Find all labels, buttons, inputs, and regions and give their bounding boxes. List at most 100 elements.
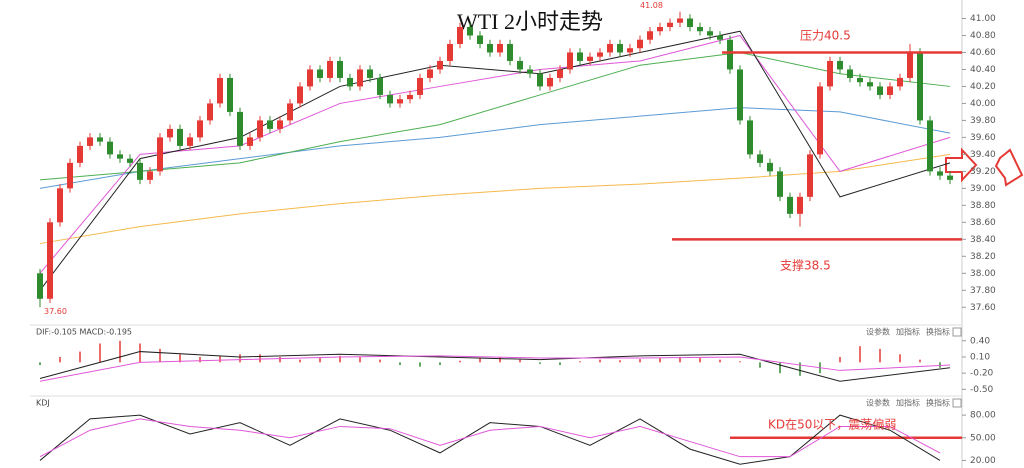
toolbar-button[interactable]: 设参数 [866, 398, 890, 408]
candle-body [207, 103, 213, 121]
candle-body [237, 111, 243, 146]
candle-body [147, 171, 153, 180]
extreme-label: 41.08 [640, 1, 663, 10]
candle-body [277, 120, 283, 129]
candle-body [357, 69, 363, 87]
indicator-line [39, 355, 951, 382]
candle-body [47, 222, 53, 299]
candle-body [67, 162, 73, 189]
annotation: KD在50以下，震荡偏弱 [768, 417, 896, 432]
toolbar-button[interactable]: 换指标 [926, 327, 950, 337]
candle-body [897, 77, 903, 87]
y-tick-label: 20.00 [970, 456, 996, 466]
candle-body [887, 86, 893, 95]
candle-body [567, 52, 573, 70]
candle-body [317, 69, 323, 78]
candle-body [927, 120, 933, 172]
candle-body [587, 56, 593, 61]
toolbar-button[interactable]: 加指标 [896, 327, 920, 337]
y-tick-label: 38.60 [970, 218, 996, 228]
y-tick-label: 0.10 [970, 352, 990, 362]
candle-body [437, 60, 443, 70]
candle-body [407, 94, 413, 100]
candle-body [757, 154, 763, 163]
candle-body [467, 26, 473, 36]
candle-body [337, 60, 343, 78]
candle-body [417, 77, 423, 95]
candle-body [847, 69, 853, 78]
indicator-line [39, 34, 951, 274]
toolbar-button[interactable]: 换指标 [926, 398, 950, 408]
indicator-line [39, 51, 951, 181]
candle-body [507, 43, 513, 61]
toolbar-button[interactable]: 设参数 [866, 327, 890, 337]
y-tick-label: -0.50 [970, 385, 994, 395]
candle-body [267, 120, 273, 129]
y-tick-label: 39.80 [970, 116, 996, 126]
candle-body [767, 162, 773, 172]
candle-body [627, 48, 633, 53]
indicator-line [39, 153, 951, 245]
y-tick-label: 40.40 [970, 65, 996, 75]
y-tick-label: 80.00 [970, 411, 996, 421]
candle-body [487, 43, 493, 53]
candle-body [527, 69, 533, 74]
candle-body [57, 188, 63, 223]
candle-body [427, 69, 433, 78]
candle-body [677, 18, 683, 23]
candle-body [247, 137, 253, 146]
candle-body [257, 120, 263, 138]
candle-body [37, 273, 43, 299]
candle-body [227, 77, 233, 112]
candle-body [377, 77, 383, 95]
candle-body [777, 171, 783, 197]
y-tick-label: 40.60 [970, 48, 996, 58]
candle-body [107, 141, 113, 155]
close-button[interactable] [952, 327, 962, 337]
candle-body [667, 22, 673, 27]
candle-body [837, 60, 843, 70]
candle-body [117, 154, 123, 159]
candle-body [537, 73, 543, 87]
candle-body [597, 52, 603, 57]
candle-body [817, 86, 823, 155]
panel-header: DIF:-0.105 MACD:-0.195 [36, 328, 132, 337]
candle-body [707, 31, 713, 36]
candle-body [657, 26, 663, 32]
candle-body [807, 154, 813, 197]
candle-body [877, 86, 883, 95]
panel-header: KDJ [36, 399, 50, 408]
candle-body [307, 69, 313, 87]
y-tick-label: 40.80 [970, 31, 996, 41]
extreme-label: 37.60 [44, 307, 67, 316]
candle-body [477, 35, 483, 44]
indicator-line [39, 30, 951, 291]
y-tick-label: 41.00 [970, 14, 996, 24]
candle-body [197, 120, 203, 138]
candle-body [557, 69, 563, 78]
candle-body [397, 99, 403, 104]
candle-body [137, 162, 143, 180]
y-tick-label: 40.20 [970, 82, 996, 92]
y-tick-label: 37.80 [970, 286, 996, 296]
candle-body [717, 35, 723, 40]
y-tick-label: 50.00 [970, 433, 996, 443]
candle-body [187, 137, 193, 146]
candle-body [697, 26, 703, 32]
y-tick-label: 38.40 [970, 235, 996, 245]
candle-body [907, 52, 913, 78]
candle-body [287, 103, 293, 121]
candle-body [217, 77, 223, 104]
y-tick-label: 38.80 [970, 201, 996, 211]
close-button[interactable] [952, 398, 962, 408]
toolbar-button[interactable]: 加指标 [896, 398, 920, 408]
candle-body [87, 137, 93, 146]
candle-body [947, 175, 953, 180]
candle-body [647, 31, 653, 40]
chart-title: WTI 2小时走势 [457, 9, 603, 34]
y-tick-label: 37.60 [970, 303, 996, 313]
annotation: 支撑38.5 [780, 258, 831, 273]
y-tick-label: 39.00 [970, 184, 996, 194]
y-tick-label: 40.00 [970, 99, 996, 109]
